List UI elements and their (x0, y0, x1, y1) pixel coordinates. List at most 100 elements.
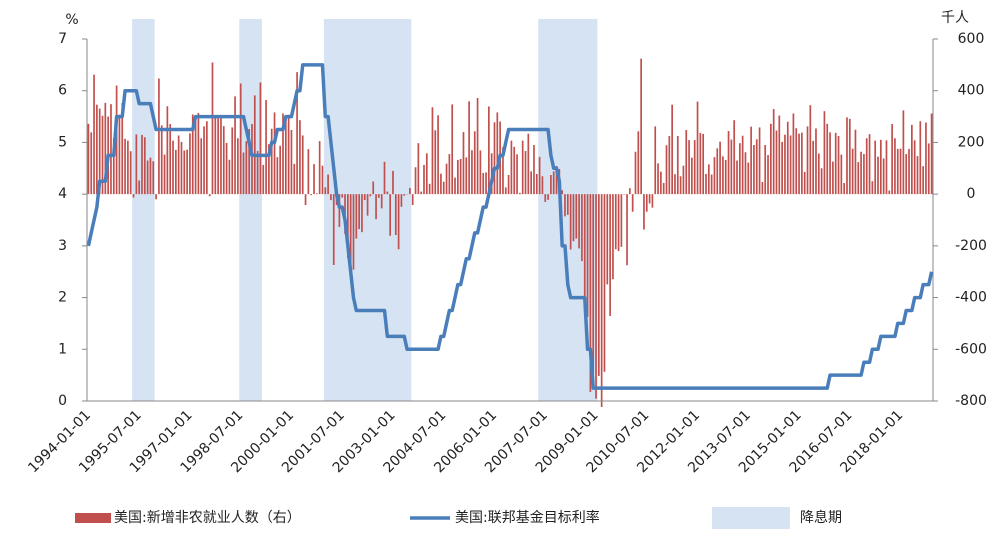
bar (535, 173, 538, 195)
bar (259, 82, 262, 195)
bar (550, 175, 552, 195)
bar (262, 164, 265, 195)
bar (158, 78, 160, 195)
bar (727, 131, 730, 195)
bar (163, 154, 166, 195)
bar (820, 168, 823, 195)
bar (129, 151, 132, 195)
bar (186, 149, 188, 195)
bar (750, 126, 752, 195)
bar (389, 194, 391, 236)
bar (832, 161, 834, 195)
y2-tick-label: 400 (958, 83, 985, 99)
bar (626, 194, 628, 266)
cut-period (132, 19, 155, 401)
bar (710, 174, 713, 195)
bar (194, 119, 197, 195)
bar (696, 101, 699, 195)
bar (375, 194, 377, 220)
bar (882, 158, 885, 195)
bar (417, 143, 420, 195)
bar (423, 164, 425, 195)
rate-line (86, 63, 934, 390)
bar (803, 171, 806, 195)
bar (569, 194, 572, 250)
bar (127, 140, 129, 195)
bar (239, 83, 242, 195)
bar (676, 135, 679, 195)
bar (493, 122, 496, 195)
y2-tick-label: -200 (955, 238, 987, 254)
bar (682, 165, 685, 195)
y2-tick-label: 0 (967, 186, 976, 202)
bar (440, 173, 442, 195)
bar (265, 100, 267, 195)
bar (519, 192, 521, 195)
bar (420, 191, 423, 195)
bar (513, 146, 516, 195)
bar (101, 115, 104, 195)
bar (716, 148, 719, 195)
y2-tick-label: -400 (955, 290, 987, 306)
bar (629, 188, 631, 195)
y-tick-label: 3 (58, 238, 67, 254)
y-tick-label: 4 (58, 186, 67, 202)
bar (730, 139, 733, 195)
bar (741, 135, 744, 195)
bar (242, 152, 245, 195)
bar (488, 106, 490, 195)
bar (214, 115, 217, 195)
bar (775, 130, 778, 195)
bar (736, 160, 738, 195)
bar (561, 190, 564, 195)
bar (930, 113, 933, 195)
bar (772, 109, 775, 195)
bar (724, 160, 727, 195)
bar (905, 154, 908, 195)
bar (792, 113, 795, 195)
y-tick-label: 7 (58, 31, 67, 47)
bar (471, 150, 473, 195)
bar (98, 108, 101, 195)
bar (180, 141, 183, 195)
bar (871, 181, 874, 195)
bar (358, 194, 360, 230)
bar (888, 190, 891, 195)
bar (330, 194, 332, 201)
bar (143, 137, 146, 195)
bar (530, 171, 532, 195)
bar (93, 74, 95, 195)
bar (96, 104, 98, 195)
bar (394, 194, 397, 235)
bar (631, 194, 634, 212)
axis-layer: 01234567-800-600-400-20002004006001994-0… (25, 31, 987, 476)
bar (208, 194, 211, 197)
bar (634, 151, 637, 195)
bar (445, 163, 448, 195)
y-tick-label: 0 (58, 393, 67, 409)
bar (809, 105, 812, 195)
bar (516, 154, 518, 195)
bar (603, 194, 606, 372)
bar (428, 183, 431, 195)
bar (352, 194, 355, 270)
bar (758, 127, 761, 195)
bar (575, 194, 578, 239)
bar (155, 194, 157, 200)
bar (919, 121, 922, 195)
bar (253, 95, 256, 195)
bar (152, 161, 155, 195)
bar (124, 138, 126, 195)
y2-unit: 千人 (941, 10, 969, 26)
y-unit: % (65, 12, 78, 28)
bar (203, 126, 205, 195)
bar (885, 140, 888, 195)
bar (620, 194, 623, 247)
bar (755, 139, 758, 195)
bar (276, 157, 279, 195)
bar (482, 172, 485, 195)
bar (891, 124, 893, 195)
bar (284, 117, 287, 195)
bar (719, 141, 721, 195)
